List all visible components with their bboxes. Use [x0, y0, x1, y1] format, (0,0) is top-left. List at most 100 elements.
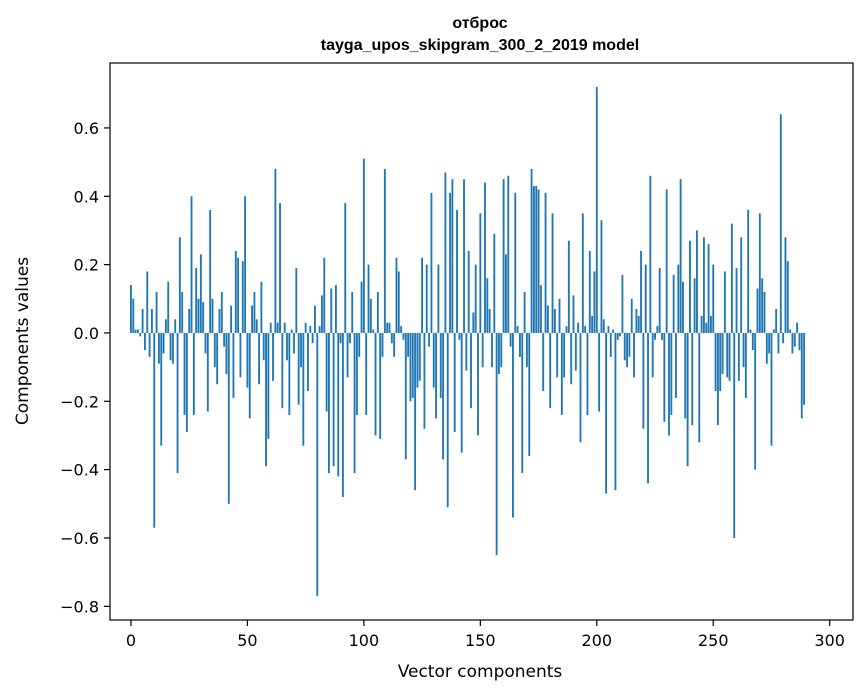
bar-208 [614, 332, 617, 491]
bar-49 [244, 196, 247, 333]
bar-123 [416, 332, 419, 388]
bar-90 [339, 332, 342, 344]
y-tick-label-3: −0.2 [60, 392, 99, 411]
bar-158 [498, 332, 500, 374]
bar-269 [756, 288, 759, 333]
bar-2 [134, 329, 137, 333]
y-tick-label-1: −0.6 [60, 529, 99, 548]
bar-225 [654, 332, 656, 340]
bar-134 [442, 332, 444, 460]
bar-29 [197, 298, 200, 333]
bar-190 [572, 295, 575, 333]
bar-252 [716, 332, 719, 426]
bar-154 [488, 309, 491, 333]
bar-259 [733, 332, 736, 538]
bar-110 [386, 322, 389, 333]
bar-111 [388, 322, 391, 333]
y-tick-label-0: −0.8 [60, 597, 99, 616]
bar-146 [470, 332, 472, 409]
bar-167 [519, 332, 521, 357]
bar-76 [307, 332, 309, 392]
bar-270 [758, 213, 761, 333]
bar-245 [700, 315, 703, 333]
bar-99 [360, 281, 363, 333]
bar-264 [744, 332, 747, 398]
x-tick-label-250: 250 [698, 631, 729, 650]
bar-280 [782, 332, 785, 344]
bar-117 [402, 332, 405, 340]
bar-175 [537, 189, 540, 333]
bar-5 [141, 309, 144, 333]
bar-255 [723, 271, 726, 333]
bar-232 [670, 332, 673, 415]
bar-143 [463, 179, 465, 333]
bar-88 [335, 285, 337, 333]
bar-113 [393, 332, 396, 357]
bars-group [130, 86, 806, 597]
bar-215 [630, 298, 633, 333]
bar-138 [451, 179, 454, 333]
bar-57 [262, 332, 265, 361]
bar-103 [369, 298, 372, 333]
y-axis-label: Components values [13, 257, 33, 425]
bar-152 [484, 182, 486, 333]
bar-87 [332, 332, 335, 467]
bar-142 [460, 332, 463, 453]
bar-55 [258, 332, 260, 385]
bar-12 [157, 332, 160, 364]
bar-34 [209, 209, 212, 333]
bar-91 [341, 332, 344, 497]
bar-79 [314, 305, 316, 333]
bar-224 [651, 332, 654, 378]
bar-59 [267, 332, 270, 439]
bar-80 [316, 332, 319, 597]
bar-284 [791, 332, 794, 354]
bar-206 [609, 332, 612, 357]
bar-140 [456, 209, 458, 333]
bar-124 [418, 332, 421, 381]
bar-262 [740, 237, 743, 333]
bar-205 [607, 326, 610, 333]
bar-44 [232, 332, 235, 398]
bar-210 [619, 332, 622, 337]
bar-279 [779, 114, 782, 333]
bar-131 [435, 332, 438, 419]
bar-8 [148, 332, 151, 357]
bar-248 [707, 244, 710, 333]
bar-119 [407, 332, 410, 357]
bar-244 [698, 332, 701, 443]
bar-180 [549, 332, 552, 409]
bar-229 [663, 332, 666, 422]
bar-222 [647, 332, 649, 484]
bar-147 [472, 312, 475, 333]
bar-239 [686, 332, 689, 467]
bar-149 [477, 332, 479, 436]
bar-188 [567, 240, 570, 333]
bar-73 [300, 332, 302, 368]
bar-171 [528, 332, 531, 456]
bar-201 [598, 332, 601, 412]
bar-9 [150, 309, 153, 333]
bar-53 [253, 291, 256, 333]
x-axis-ticks: 0 50 100 150 200 250 300 [126, 620, 845, 650]
bar-226 [656, 326, 659, 333]
bar-161 [505, 254, 507, 333]
bar-64 [279, 203, 281, 333]
bar-178 [544, 192, 547, 333]
bar-242 [693, 278, 696, 333]
bar-116 [400, 326, 403, 333]
bar-246 [703, 237, 705, 333]
bar-68 [288, 332, 291, 415]
bar-159 [500, 332, 503, 368]
bar-129 [430, 192, 433, 333]
bar-98 [358, 332, 361, 357]
y-tick-label-7: 0.6 [74, 119, 99, 138]
bar-184 [558, 298, 561, 333]
bar-217 [635, 309, 638, 333]
bar-14 [162, 332, 165, 354]
bar-69 [290, 329, 293, 333]
x-tick-label-0: 0 [126, 631, 136, 650]
bar-153 [486, 278, 489, 333]
plot-frame [109, 62, 854, 621]
